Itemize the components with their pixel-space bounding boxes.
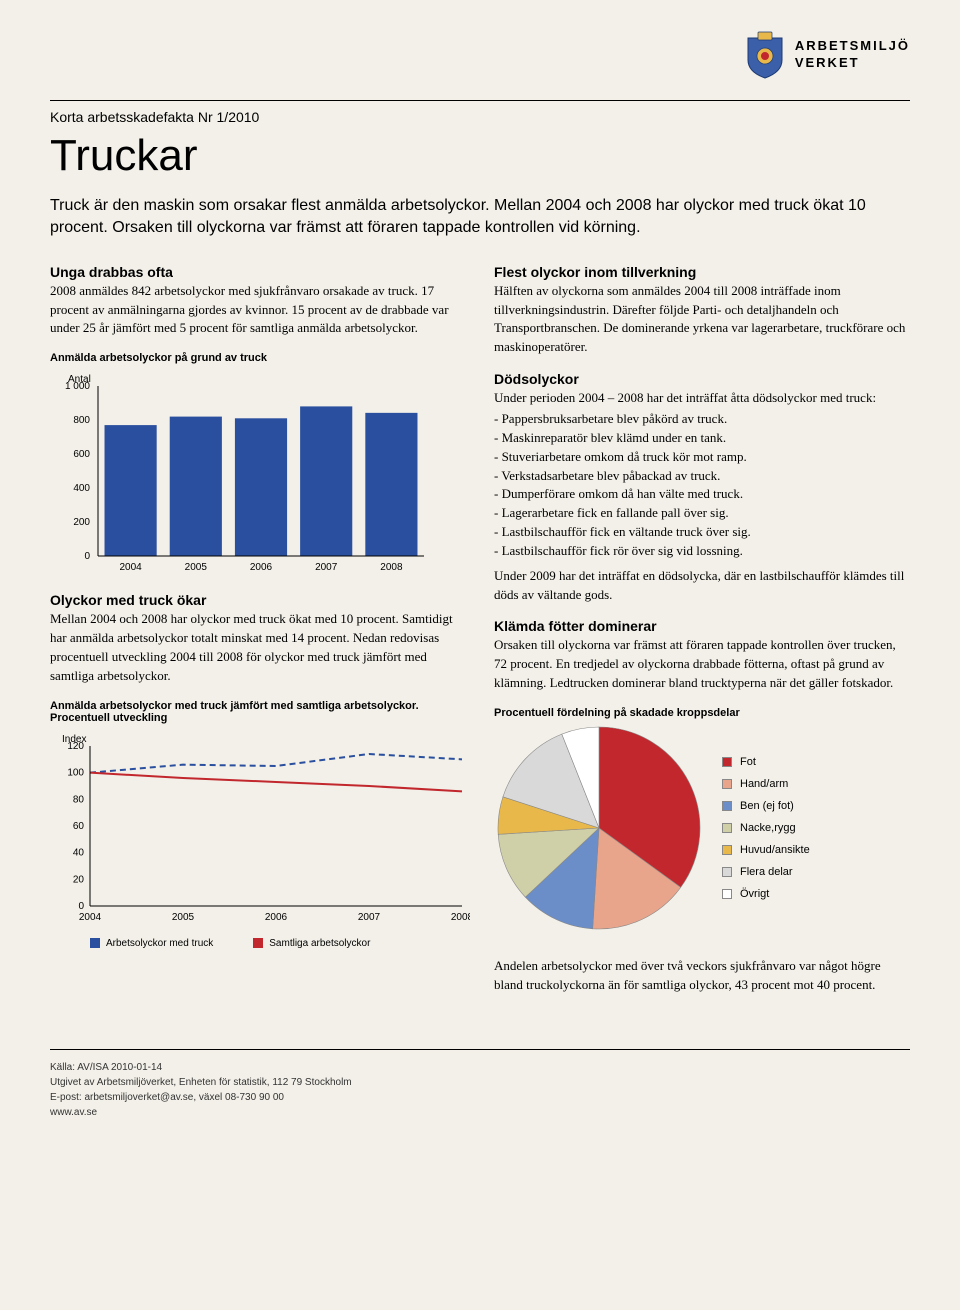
chart-title: Procentuell fördelning på skadade kropps… [494, 707, 910, 719]
footer-line: Källa: AV/ISA 2010-01-14 [50, 1060, 910, 1075]
svg-text:2005: 2005 [185, 562, 208, 573]
svg-text:20: 20 [73, 874, 85, 885]
svg-text:2008: 2008 [380, 562, 403, 573]
svg-text:1 000: 1 000 [65, 381, 90, 392]
legend-item: Flera delar [722, 866, 810, 878]
svg-text:2008: 2008 [451, 912, 470, 923]
body-text: 2008 anmäldes 842 arbetsolyckor med sjuk… [50, 282, 466, 339]
svg-text:80: 80 [73, 794, 85, 805]
svg-text:120: 120 [67, 741, 84, 752]
list-item: - Stuveriarbetare omkom då truck kör mot… [494, 448, 910, 467]
svg-text:0: 0 [78, 901, 84, 912]
kicker: Korta arbetsskadefakta Nr 1/2010 [50, 109, 910, 125]
legend-item: Nacke,rygg [722, 822, 810, 834]
line-chart: Index02040608010012020042005200620072008 [50, 728, 466, 928]
list-item: - Lagerarbetare fick en fallande pall öv… [494, 504, 910, 523]
svg-text:2007: 2007 [315, 562, 338, 573]
top-rule [50, 100, 910, 101]
section-heading: Flest olyckor inom tillverkning [494, 264, 910, 280]
body-text: Orsaken till olyckorna var främst att fö… [494, 636, 910, 693]
legend-item: Fot [722, 756, 810, 768]
svg-text:2007: 2007 [358, 912, 381, 923]
logo-text-line1: ARBETSMILJÖ [795, 38, 910, 53]
bullet-list: - Pappersbruksarbetare blev påkörd av tr… [494, 410, 910, 561]
svg-text:0: 0 [84, 551, 90, 562]
lead-paragraph: Truck är den maskin som orsakar flest an… [50, 195, 910, 240]
chart-title: Anmälda arbetsolyckor med truck jämfört … [50, 700, 466, 724]
svg-text:2006: 2006 [250, 562, 273, 573]
svg-text:800: 800 [73, 415, 90, 426]
list-item: - Dumperförare omkom då han välte med tr… [494, 485, 910, 504]
legend-item: Arbetsolyckor med truck [90, 938, 213, 949]
body-text: Mellan 2004 och 2008 har olyckor med tru… [50, 610, 466, 685]
body-text: Hälften av olyckorna som anmäldes 2004 t… [494, 282, 910, 357]
brand-logo: ARBETSMILJÖ VERKET [745, 30, 910, 80]
svg-text:60: 60 [73, 821, 85, 832]
pie-chart [494, 723, 704, 933]
svg-text:40: 40 [73, 847, 85, 858]
page-title: Truckar [50, 131, 910, 181]
svg-text:200: 200 [73, 517, 90, 528]
legend-item: Övrigt [722, 888, 810, 900]
pie-legend: Fot Hand/arm Ben (ej fot) Nacke,rygg Huvud/a… [722, 756, 810, 900]
section-heading: Unga drabbas ofta [50, 264, 466, 280]
svg-text:100: 100 [67, 767, 84, 778]
list-item: - Lastbilschaufför fick en vältande truc… [494, 523, 910, 542]
right-column: Flest olyckor inom tillverkning Hälften … [494, 264, 910, 1009]
section-heading: Olyckor med truck ökar [50, 592, 466, 608]
svg-text:2004: 2004 [119, 562, 142, 573]
body-text: Under perioden 2004 – 2008 har det inträ… [494, 389, 910, 408]
svg-text:400: 400 [73, 483, 90, 494]
section-heading: Dödsolyckor [494, 371, 910, 387]
line-chart-legend: Arbetsolyckor med truck Samtliga arbetsol… [90, 938, 466, 949]
legend-item: Hand/arm [722, 778, 810, 790]
svg-text:600: 600 [73, 449, 90, 460]
bar-chart: Antal02004006008001 00020042005200620072… [50, 368, 466, 578]
list-item: - Lastbilschaufför fick rör över sig vid… [494, 542, 910, 561]
legend-item: Huvud/ansikte [722, 844, 810, 856]
legend-item: Samtliga arbetsolyckor [253, 938, 370, 949]
list-item: - Maskinreparatör blev klämd under en ta… [494, 429, 910, 448]
footer-line: Utgivet av Arbetsmiljöverket, Enheten fö… [50, 1075, 910, 1090]
footer-line: www.av.se [50, 1105, 910, 1120]
left-column: Unga drabbas ofta 2008 anmäldes 842 arbe… [50, 264, 466, 1009]
list-item: - Pappersbruksarbetare blev påkörd av tr… [494, 410, 910, 429]
chart-title: Anmälda arbetsolyckor på grund av truck [50, 352, 466, 364]
legend-item: Ben (ej fot) [722, 800, 810, 812]
shield-icon [745, 30, 785, 80]
logo-text-line2: VERKET [795, 55, 860, 70]
footer-line: E-post: arbetsmiljoverket@av.se, växel 0… [50, 1090, 910, 1105]
svg-text:2006: 2006 [265, 912, 288, 923]
body-text: Andelen arbetsolyckor med över två vecko… [494, 957, 910, 995]
body-text: Under 2009 har det inträffat en dödsolyc… [494, 567, 910, 605]
list-item: - Verkstadsarbetare blev påbackad av tru… [494, 467, 910, 486]
svg-text:2005: 2005 [172, 912, 195, 923]
footer: Källa: AV/ISA 2010-01-14 Utgivet av Arbe… [50, 1049, 910, 1120]
section-heading: Klämda fötter dominerar [494, 618, 910, 634]
svg-text:2004: 2004 [79, 912, 102, 923]
